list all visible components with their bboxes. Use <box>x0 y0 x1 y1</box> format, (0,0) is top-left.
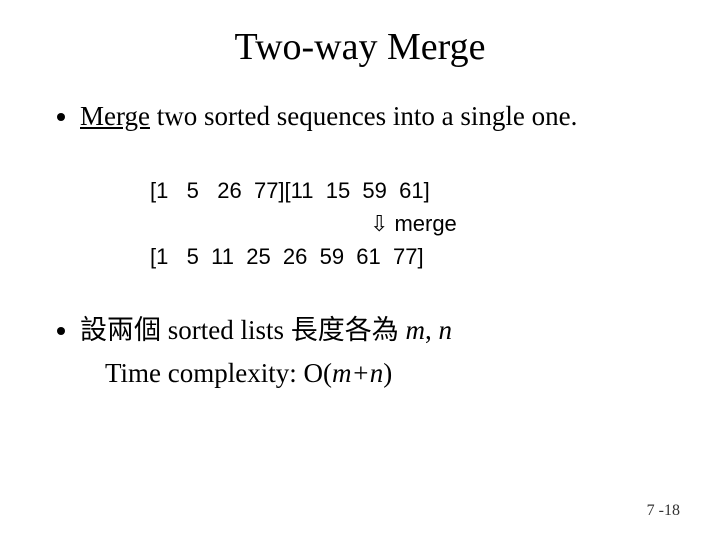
example-line-3: [1 5 11 25 26 59 61 77] <box>150 240 680 273</box>
complexity-var: m+n <box>332 358 383 388</box>
bullet-list: Merge two sorted sequences into a single… <box>40 99 680 134</box>
bullet-2: 設兩個 sorted lists 長度各為 m, n <box>80 313 680 348</box>
slide-container: Two-way Merge Merge two sorted sequences… <box>0 0 720 540</box>
var-n: n <box>439 315 453 345</box>
complexity-line: Time complexity: O(m+n) <box>105 358 680 389</box>
page-number: 7 -18 <box>647 502 680 520</box>
sep: , <box>425 315 439 345</box>
slide-title: Two-way Merge <box>40 25 680 69</box>
merge-label: merge <box>394 207 456 240</box>
down-arrow-icon: ⇩ <box>370 207 388 240</box>
var-m: m <box>406 315 426 345</box>
complexity-label: Time complexity: O( <box>105 358 332 388</box>
example-line-1: [1 5 26 77][11 15 59 61] <box>150 174 680 207</box>
example-merge-line: ⇩ merge <box>370 207 680 240</box>
bullet-2-text: 設兩個 sorted lists 長度各為 <box>80 315 406 345</box>
merge-example: [1 5 26 77][11 15 59 61] ⇩ merge [1 5 11… <box>150 174 680 273</box>
bullet-1-rest: two sorted sequences into a single one. <box>150 101 577 131</box>
bullet-1-keyword: Merge <box>80 101 150 131</box>
complexity-close: ) <box>383 358 392 388</box>
bullet-1: Merge two sorted sequences into a single… <box>80 99 680 134</box>
bullet-list-2: 設兩個 sorted lists 長度各為 m, n <box>40 313 680 348</box>
